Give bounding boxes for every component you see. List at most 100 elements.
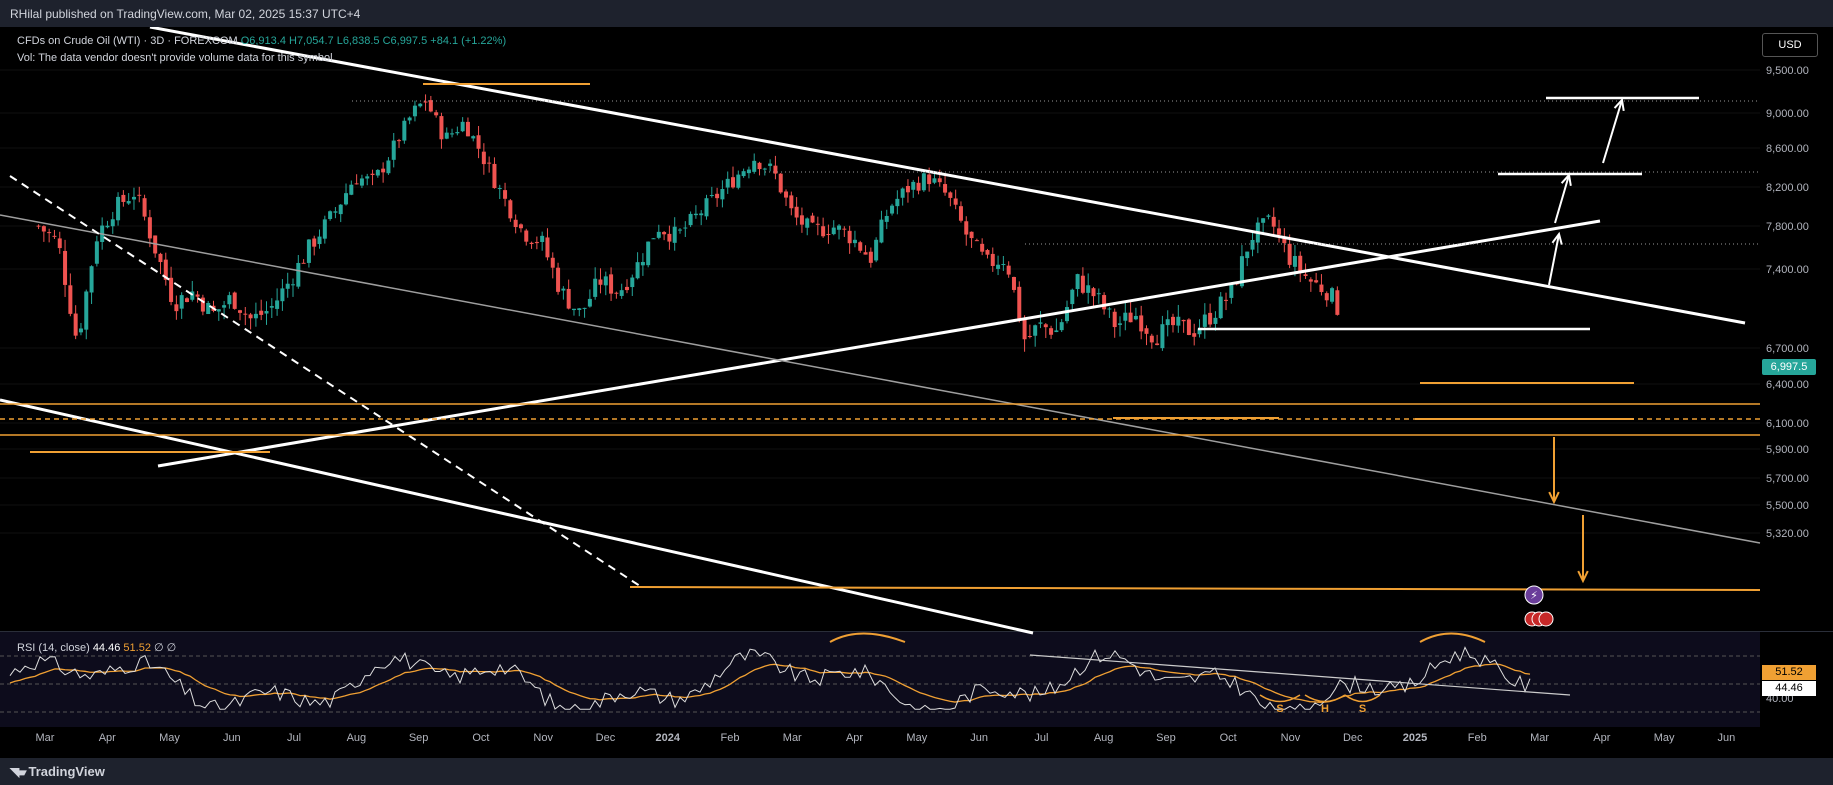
price-tick-label: 7,800.00 xyxy=(1766,221,1809,233)
time-tick-label: May xyxy=(906,732,927,744)
rsi-extra: ∅ ∅ xyxy=(154,642,177,654)
candle-body xyxy=(402,120,407,141)
candle-body xyxy=(1192,333,1197,337)
candle-body xyxy=(1123,312,1128,321)
candle-body xyxy=(1064,307,1069,322)
candle-body xyxy=(121,194,126,202)
candle-body xyxy=(1107,308,1112,310)
candle-body xyxy=(481,151,486,165)
candle-body xyxy=(158,253,163,263)
grid-lines xyxy=(0,69,1760,534)
candle-body xyxy=(534,241,539,244)
candle-body xyxy=(1160,324,1165,349)
time-tick-label: May xyxy=(159,732,180,744)
candle-body xyxy=(460,121,465,132)
up-arrow-1-head xyxy=(1551,231,1563,245)
candle-body xyxy=(179,295,184,309)
candle-body xyxy=(768,163,773,166)
candle-body xyxy=(78,328,83,333)
candle-body xyxy=(927,174,932,185)
candle-body xyxy=(1033,325,1038,336)
candle-body xyxy=(635,262,640,279)
candle-body xyxy=(1128,312,1133,323)
candle-body xyxy=(370,173,375,175)
candle-body xyxy=(905,185,910,193)
candle-body xyxy=(921,173,926,191)
candle-body xyxy=(333,211,338,213)
candle-body xyxy=(386,160,391,174)
candle-body xyxy=(1261,218,1266,223)
candle-body xyxy=(667,233,672,242)
candle-body xyxy=(958,206,963,221)
time-tick-label: Feb xyxy=(1468,732,1487,744)
candle-body xyxy=(720,189,725,200)
candle-body xyxy=(1054,330,1059,333)
candle-body xyxy=(884,215,889,222)
price-axis: 9,500.00 9,000.00 8,600.00 8,200.00 7,800.00… xyxy=(1766,65,1809,540)
candle-body xyxy=(243,313,248,315)
time-tick-label: Mar xyxy=(1530,732,1549,744)
candle-body xyxy=(487,162,492,164)
time-tick-label: Jul xyxy=(1034,732,1048,744)
rsi-ma-line xyxy=(9,663,1531,703)
tradingview-logo[interactable]: ◥▰ TradingView xyxy=(10,764,105,779)
candle-body xyxy=(344,193,349,205)
price-tick-label: 5,500.00 xyxy=(1766,500,1809,512)
rising-trendline xyxy=(157,219,1601,468)
candle-body xyxy=(428,100,433,112)
candle-body xyxy=(609,274,614,294)
candle-body xyxy=(1330,288,1335,302)
candle-body xyxy=(640,261,645,266)
time-tick-label: Apr xyxy=(99,732,116,744)
time-tick-label: Jul xyxy=(287,732,301,744)
price-tick-label: 9,000.00 xyxy=(1766,108,1809,120)
currency-button[interactable]: USD xyxy=(1762,33,1818,57)
candle-body xyxy=(545,237,550,258)
candle-body xyxy=(216,309,221,312)
candle-body xyxy=(937,178,942,183)
rsi-legend[interactable]: RSI (14, close) 44.46 51.52 ∅ ∅ xyxy=(17,641,176,654)
candle-body xyxy=(725,178,730,188)
candle-body xyxy=(322,219,327,239)
time-tick-label: Jun xyxy=(223,732,241,744)
candle-body xyxy=(450,133,455,135)
candle-body xyxy=(619,290,624,296)
candle-body xyxy=(1112,311,1117,328)
candle-body xyxy=(821,226,826,237)
candle-body xyxy=(587,298,592,307)
candle-body xyxy=(969,231,974,239)
rsi-pane-bg xyxy=(0,632,1760,727)
candle-body xyxy=(911,181,916,190)
rsi-line xyxy=(9,646,1531,710)
candle-body xyxy=(709,195,714,197)
candle-body xyxy=(805,218,810,228)
candle-body xyxy=(1314,280,1319,283)
candle-body xyxy=(577,308,582,311)
candle-body xyxy=(349,184,354,195)
candle-body xyxy=(1271,216,1276,227)
candle-body xyxy=(1208,312,1213,325)
candle-body xyxy=(662,232,667,235)
time-tick-label: May xyxy=(1654,732,1675,744)
time-tick-label: Dec xyxy=(596,732,616,744)
candle-body xyxy=(593,278,598,297)
price-tick-label: 5,320.00 xyxy=(1766,528,1809,540)
candle-body xyxy=(566,288,571,309)
candle-body xyxy=(746,169,751,174)
candle-body xyxy=(1298,255,1303,272)
price-tick-label: 5,900.00 xyxy=(1766,444,1809,456)
time-axis: Mar Apr May Jun Jul Aug Sep Oct Nov Dec 2024 Feb Mar… xyxy=(36,732,1736,744)
candle-body xyxy=(237,310,242,313)
candle-body xyxy=(94,241,99,264)
candle-body xyxy=(1292,256,1297,267)
candle-body xyxy=(1011,277,1016,290)
symbol-legend[interactable]: CFDs on Crude Oil (WTI) · 3D · FOREXCOM … xyxy=(17,35,506,47)
candle-body xyxy=(900,188,905,198)
hs-label: S xyxy=(1276,703,1283,715)
candle-body xyxy=(789,195,794,209)
candle-body xyxy=(407,117,412,121)
brand-name: TradingView xyxy=(28,764,105,779)
candle-body xyxy=(1197,328,1202,335)
